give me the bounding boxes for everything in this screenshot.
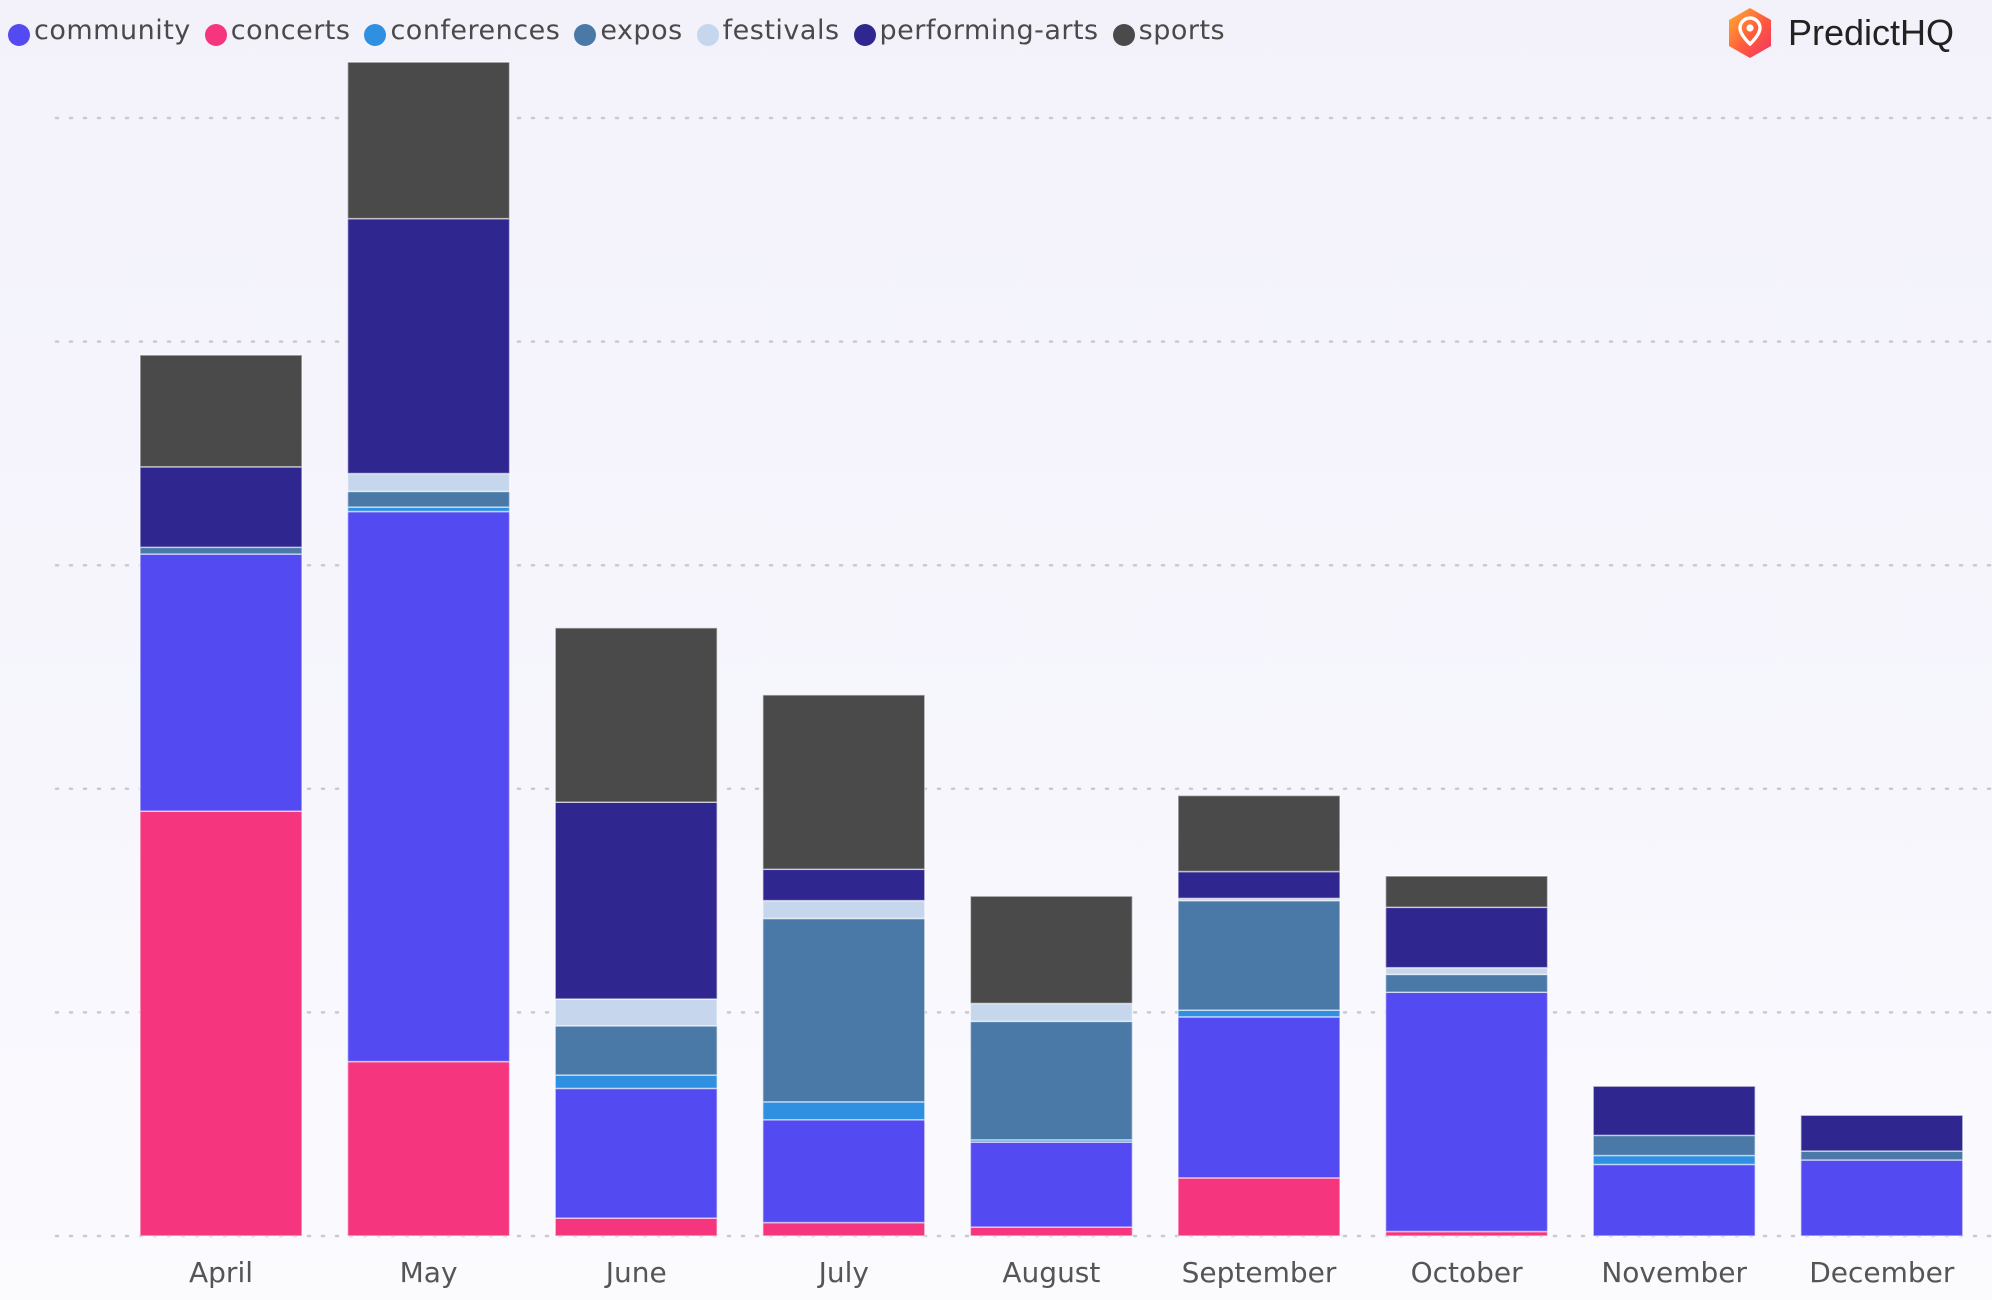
bar-segment-november-expos[interactable] <box>1592 1134 1756 1157</box>
x-tick-label: October <box>1411 1256 1524 1289</box>
bar-segment-august-concerts[interactable] <box>969 1226 1134 1237</box>
bar-segment-april-performing-arts[interactable] <box>139 466 303 549</box>
chart-legend: community concerts conferences expos festiva… <box>8 8 1225 52</box>
bar-segment-june-concerts[interactable] <box>554 1217 718 1237</box>
predicthq-logo-icon <box>1728 8 1771 58</box>
bar-stack-may[interactable] <box>346 61 511 1237</box>
bar-segment-june-community[interactable] <box>554 1087 718 1219</box>
bar-segment-june-sports[interactable] <box>554 627 718 803</box>
bar-segment-july-community[interactable] <box>762 1118 926 1224</box>
bar-segment-april-sports[interactable] <box>139 354 303 468</box>
legend-item-conferences[interactable]: conferences <box>364 14 560 46</box>
bar-stack-august[interactable] <box>969 895 1134 1237</box>
brand-name: PredictHQ <box>1787 12 1954 53</box>
bar-segment-september-concerts[interactable] <box>1177 1177 1341 1237</box>
bar-segment-june-festivals[interactable] <box>554 998 718 1027</box>
bar-segment-october-expos[interactable] <box>1384 973 1549 994</box>
bar-stack-july[interactable] <box>762 694 926 1237</box>
bar-stack-june[interactable] <box>554 627 718 1237</box>
bar-segment-december-expos[interactable] <box>1800 1150 1964 1161</box>
bar-segment-april-expos[interactable] <box>139 546 303 555</box>
bar-segment-june-expos[interactable] <box>554 1025 718 1076</box>
bar-segment-may-community[interactable] <box>346 510 511 1063</box>
bar-segment-may-performing-arts[interactable] <box>346 217 511 475</box>
bar-segment-october-festivals[interactable] <box>1384 966 1549 976</box>
x-tick-label: September <box>1182 1256 1337 1289</box>
bar-segment-july-conferences[interactable] <box>762 1101 926 1121</box>
bar-segment-april-concerts[interactable] <box>139 810 303 1237</box>
bar-segment-may-expos[interactable] <box>346 490 511 508</box>
legend-swatch-performing-arts <box>853 24 876 46</box>
bar-segment-july-festivals[interactable] <box>762 899 926 920</box>
legend-swatch-festivals <box>696 24 719 46</box>
bar-stack-october[interactable] <box>1384 875 1549 1237</box>
x-tick-label: August <box>1002 1256 1100 1289</box>
bar-stack-april[interactable] <box>139 354 303 1237</box>
bar-segment-july-sports[interactable] <box>762 694 926 871</box>
bar-segment-july-concerts[interactable] <box>762 1221 926 1237</box>
x-tick-label: July <box>817 1256 869 1289</box>
bar-segment-october-community[interactable] <box>1384 991 1549 1233</box>
bar-segment-december-performing-arts[interactable] <box>1800 1114 1964 1152</box>
x-tick-label: December <box>1809 1256 1955 1289</box>
legend-swatch-expos <box>574 24 597 46</box>
bar-segment-june-conferences[interactable] <box>554 1074 718 1090</box>
bar-segment-september-sports[interactable] <box>1177 794 1341 873</box>
bar-segment-october-performing-arts[interactable] <box>1384 906 1549 969</box>
bar-segment-june-performing-arts[interactable] <box>554 801 718 1000</box>
bar-segment-november-community[interactable] <box>1592 1163 1756 1237</box>
legend-item-concerts[interactable]: concerts <box>204 14 351 46</box>
bar-segment-july-performing-arts[interactable] <box>762 868 926 902</box>
bar-segment-may-concerts[interactable] <box>346 1060 511 1237</box>
legend-item-performing-arts[interactable]: performing-arts <box>853 14 1099 46</box>
bar-segment-november-conferences[interactable] <box>1592 1154 1756 1166</box>
bar-segment-december-community[interactable] <box>1800 1159 1964 1237</box>
legend-label-sports: sports <box>1138 14 1226 46</box>
bar-stack-december[interactable] <box>1800 1114 1964 1237</box>
bar-segment-october-sports[interactable] <box>1384 875 1549 909</box>
bar-segment-september-performing-arts[interactable] <box>1177 870 1341 900</box>
legend-swatch-community <box>8 24 30 46</box>
bar-segment-may-festivals[interactable] <box>346 472 511 493</box>
legend-label-performing-arts: performing-arts <box>879 14 1099 46</box>
legend-label-expos: expos <box>600 14 683 46</box>
legend-swatch-concerts <box>204 24 227 46</box>
bar-segment-august-expos[interactable] <box>969 1020 1134 1141</box>
x-tick-label: April <box>189 1256 253 1289</box>
x-tick-label: November <box>1601 1256 1747 1289</box>
bar-segment-november-performing-arts[interactable] <box>1592 1085 1756 1137</box>
legend-item-festivals[interactable]: festivals <box>696 14 840 46</box>
legend-label-community: community <box>34 14 191 46</box>
bar-segment-august-sports[interactable] <box>969 895 1134 1005</box>
bar-segment-august-community[interactable] <box>969 1141 1134 1228</box>
legend-item-expos[interactable]: expos <box>574 14 682 46</box>
legend-label-festivals: festivals <box>722 14 840 46</box>
legend-label-concerts: concerts <box>230 14 351 46</box>
bar-segment-september-community[interactable] <box>1177 1016 1341 1179</box>
bar-segment-september-expos[interactable] <box>1177 899 1341 1011</box>
legend-item-sports[interactable]: sports <box>1112 14 1226 46</box>
brand-logo: PredictHQ <box>1726 2 1954 64</box>
x-tick-label: June <box>604 1256 667 1289</box>
bar-segment-april-community[interactable] <box>139 553 303 812</box>
bar-segment-may-sports[interactable] <box>346 61 511 220</box>
legend-swatch-sports <box>1112 24 1135 46</box>
legend-item-community[interactable]: community <box>8 14 191 46</box>
x-tick-label: May <box>400 1256 458 1289</box>
bar-stack-november[interactable] <box>1592 1085 1756 1237</box>
bar-segment-july-expos[interactable] <box>762 917 926 1103</box>
legend-swatch-conferences <box>364 24 387 46</box>
bar-segment-august-festivals[interactable] <box>969 1002 1134 1023</box>
legend-label-conferences: conferences <box>390 14 561 46</box>
bar-stack-september[interactable] <box>1177 794 1341 1237</box>
bar-segment-september-conferences[interactable] <box>1177 1009 1341 1018</box>
